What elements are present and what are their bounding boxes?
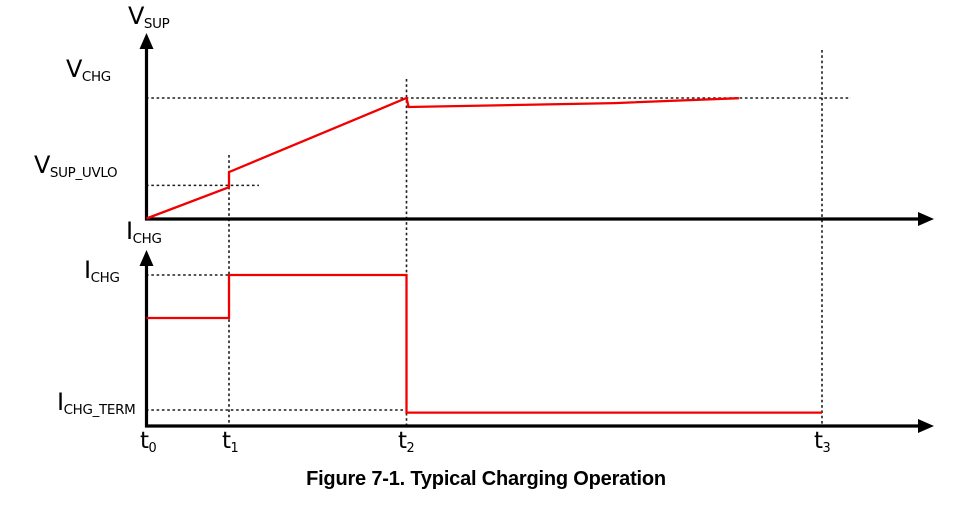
label-vsup-axis: VSUP xyxy=(128,2,170,32)
label-vchg-level: VCHG xyxy=(66,55,111,85)
label-ichg-term-level: ICHG_TERM xyxy=(57,388,136,418)
label-ichg-axis: ICHG xyxy=(126,217,162,247)
tick-label-t1: t1 xyxy=(222,428,239,456)
tick-label-t3: t3 xyxy=(814,428,831,456)
ichg-trace xyxy=(146,273,822,414)
figure-caption: Figure 7-1. Typical Charging Operation xyxy=(306,468,666,490)
label-ichg-level: ICHG xyxy=(84,256,120,286)
label-vsup-uvlo-level: VSUP_UVLO xyxy=(34,151,118,181)
vsup-trace xyxy=(146,96,739,220)
tick-label-t2: t2 xyxy=(398,428,415,456)
tick-label-t0: t0 xyxy=(140,428,157,456)
